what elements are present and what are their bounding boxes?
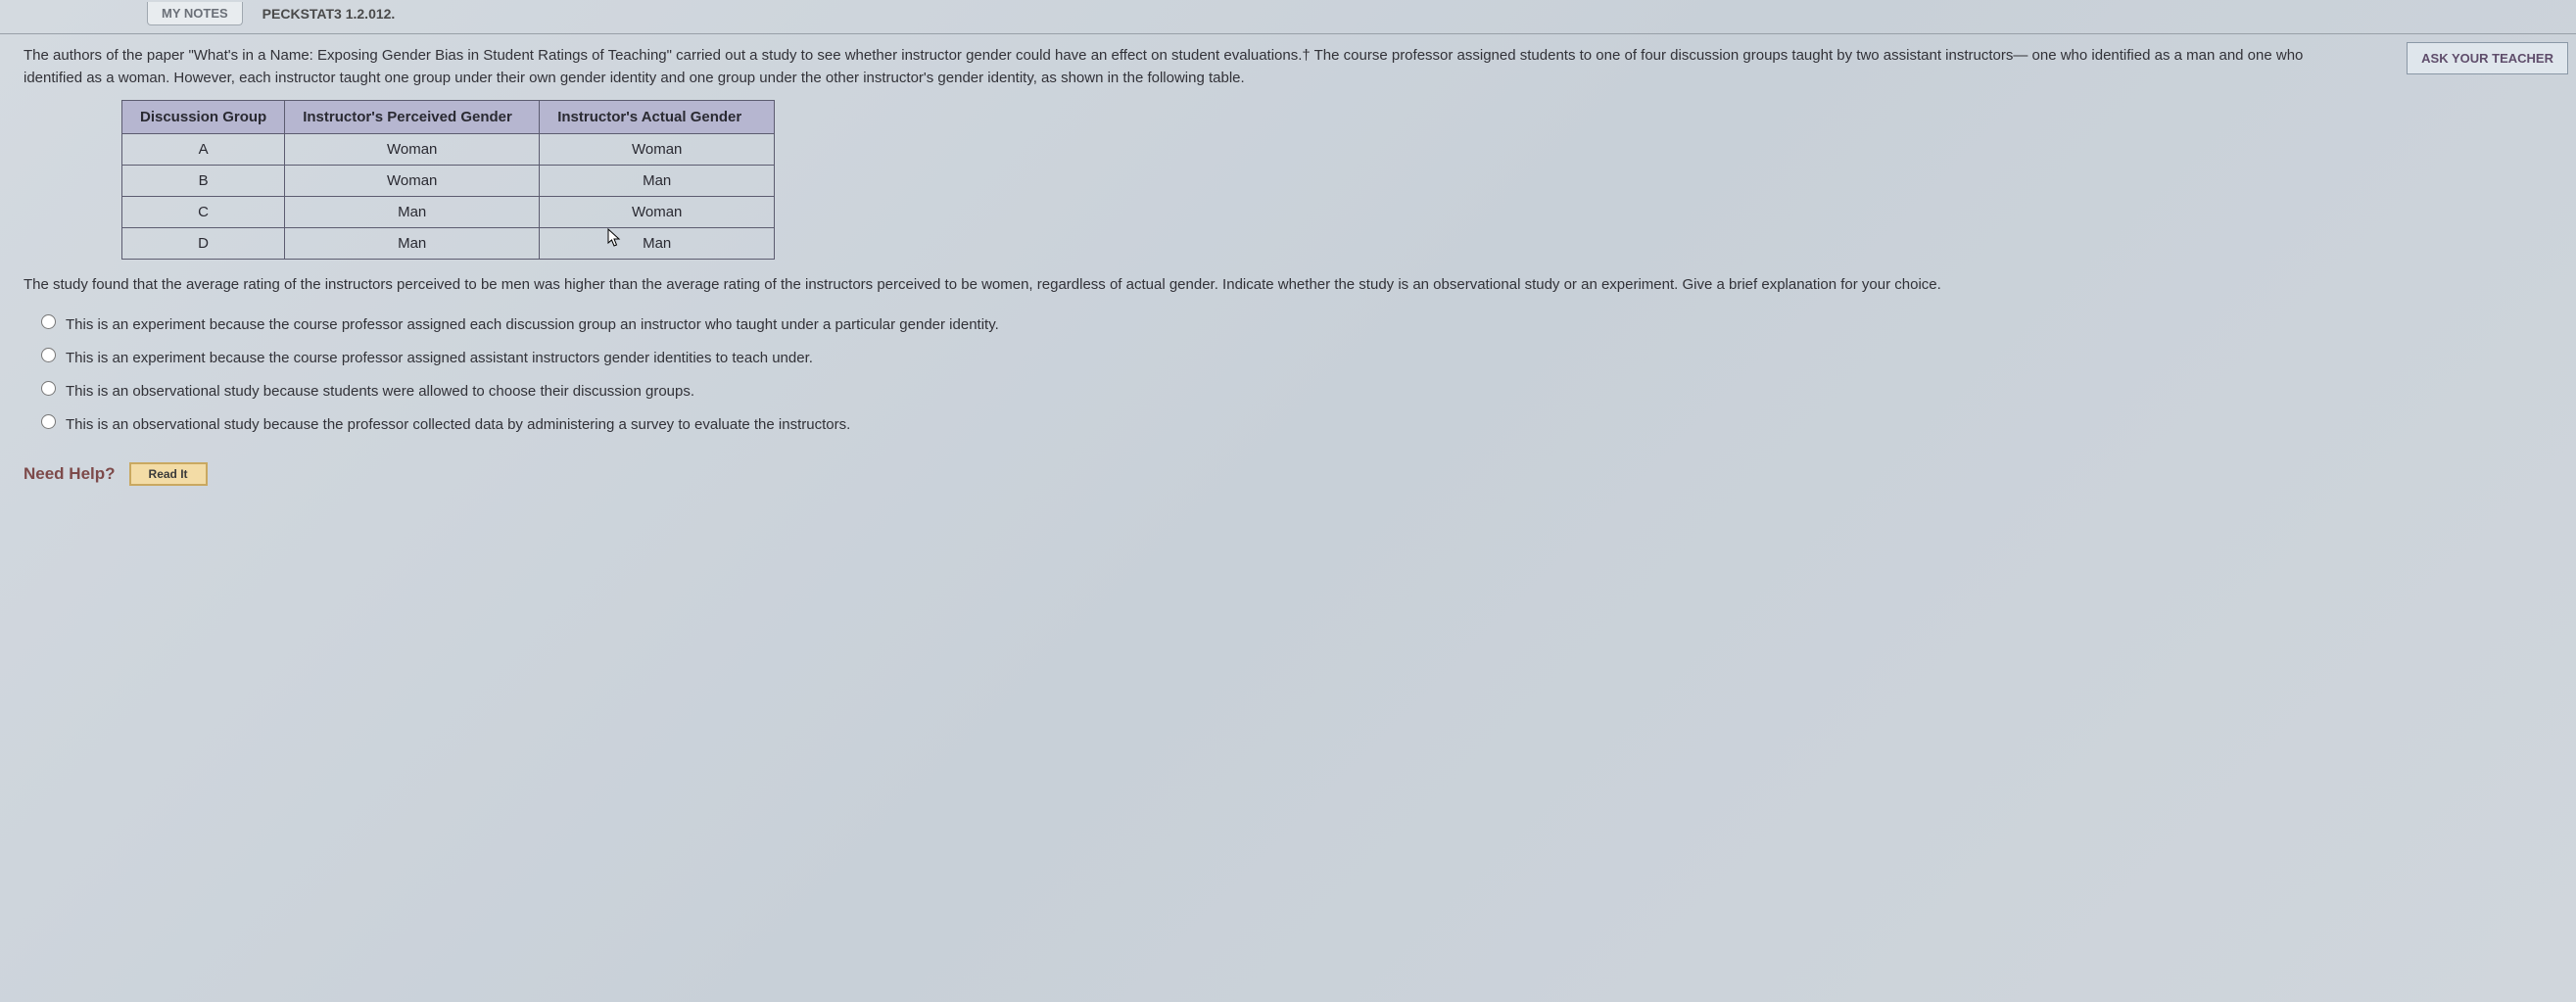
my-notes-button[interactable]: MY NOTES (147, 2, 243, 25)
top-bar: MY NOTES PECKSTAT3 1.2.012. (0, 0, 2576, 34)
choice-text: This is an experiment because the course… (66, 350, 813, 366)
followup-paragraph: The study found that the average rating … (24, 273, 2552, 296)
cell-group: A (122, 133, 285, 165)
cell-actual: Woman (540, 133, 775, 165)
cell-actual: Man (540, 227, 775, 259)
cell-actual: Woman (540, 196, 775, 227)
cell-perceived: Man (285, 227, 540, 259)
ask-your-teacher-button[interactable]: ASK YOUR TEACHER (2407, 42, 2568, 74)
table-row: C Man Woman (122, 196, 775, 227)
question-reference: PECKSTAT3 1.2.012. (253, 6, 396, 22)
choice-option[interactable]: This is an observational study because s… (41, 372, 2552, 406)
intro-paragraph: The authors of the paper "What's in a Na… (24, 44, 2552, 90)
question-content: ASK YOUR TEACHER The authors of the pape… (0, 34, 2576, 505)
cell-group: D (122, 227, 285, 259)
col-header-group: Discussion Group (122, 100, 285, 133)
col-header-actual: Instructor's Actual Gender (540, 100, 775, 133)
discussion-groups-table: Discussion Group Instructor's Perceived … (121, 100, 775, 260)
read-it-button[interactable]: Read It (129, 462, 208, 486)
cell-actual: Man (540, 165, 775, 196)
choice-radio[interactable] (41, 381, 56, 396)
need-help-section: Need Help? Read It (24, 462, 2552, 486)
choice-text: This is an experiment because the course… (66, 316, 999, 333)
choice-radio[interactable] (41, 348, 56, 362)
cell-perceived: Woman (285, 165, 540, 196)
table-row: A Woman Woman (122, 133, 775, 165)
choice-option[interactable]: This is an observational study because t… (41, 406, 2552, 439)
table-header-row: Discussion Group Instructor's Perceived … (122, 100, 775, 133)
choice-text: This is an observational study because t… (66, 416, 850, 433)
answer-choices: This is an experiment because the course… (24, 306, 2552, 439)
choice-text: This is an observational study because s… (66, 383, 694, 400)
cell-perceived: Man (285, 196, 540, 227)
table-row: B Woman Man (122, 165, 775, 196)
col-header-perceived: Instructor's Perceived Gender (285, 100, 540, 133)
choice-radio[interactable] (41, 314, 56, 329)
choice-option[interactable]: This is an experiment because the course… (41, 306, 2552, 339)
cell-perceived: Woman (285, 133, 540, 165)
cell-group: C (122, 196, 285, 227)
choice-radio[interactable] (41, 414, 56, 429)
choice-option[interactable]: This is an experiment because the course… (41, 339, 2552, 372)
cell-group: B (122, 165, 285, 196)
table-row: D Man Man (122, 227, 775, 259)
need-help-label: Need Help? (24, 464, 116, 484)
